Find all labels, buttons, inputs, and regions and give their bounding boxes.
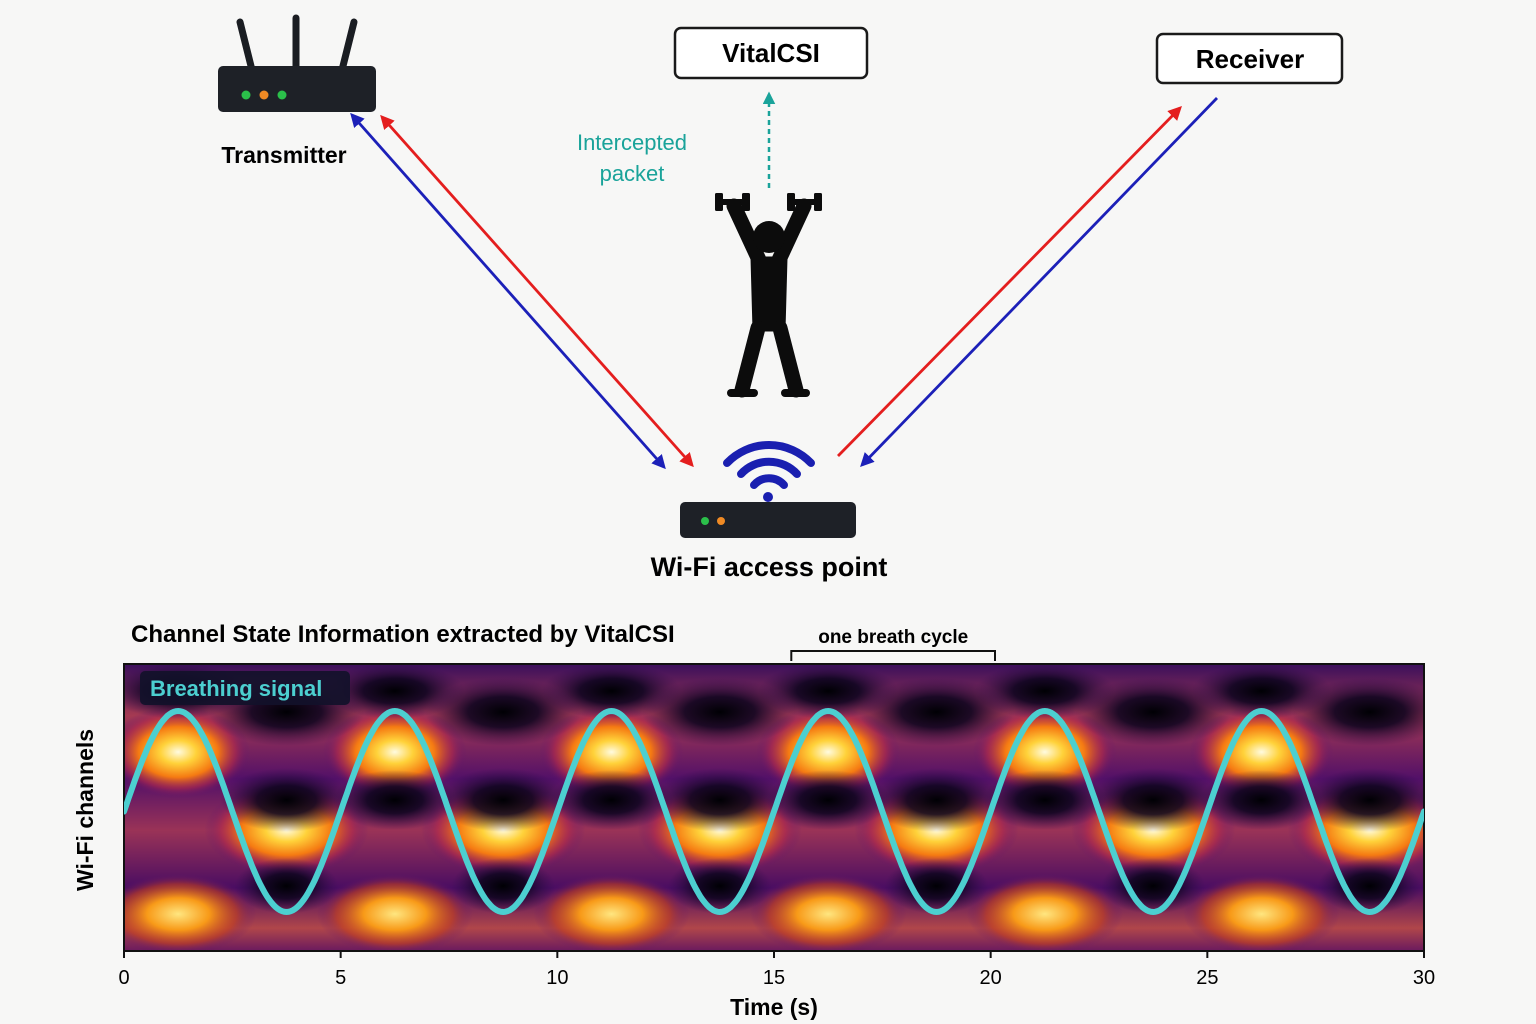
x-tick-label: 20	[980, 967, 1002, 989]
heatmap-dark-blob	[653, 768, 786, 832]
transmitter-label: Transmitter	[221, 142, 346, 168]
heatmap-dark-blob	[982, 770, 1107, 830]
access-point-icon	[680, 502, 856, 538]
heatmap-bright-blob	[539, 706, 684, 798]
heatmap-bright-blob	[322, 706, 467, 798]
heatmap-dark-blob	[220, 768, 353, 832]
heatmap-dark-blob	[451, 858, 556, 914]
chart-title: Channel State Information extracted by V…	[131, 621, 675, 648]
heatmap-dark-blob	[884, 858, 989, 914]
heatmap-dark-blob	[437, 768, 570, 832]
heatmap-dark-blob	[1087, 768, 1220, 832]
heatmap-dark-blob	[234, 858, 339, 914]
heatmap-dark-blob	[1199, 770, 1324, 830]
person-lifting-dumbbells-icon	[715, 193, 822, 398]
heatmap-dark-blob	[1291, 678, 1424, 746]
heatmap-dark-blob	[766, 770, 891, 830]
x-tick-label: 25	[1196, 967, 1218, 989]
vitalcsi-label: VitalCSI	[722, 38, 820, 68]
heatmap-bright-blob	[756, 706, 901, 798]
access-point-label: Wi-Fi access point	[651, 552, 888, 582]
x-axis-label: Time (s)	[730, 994, 818, 1020]
heatmap-bright-blob	[124, 874, 257, 951]
heatmap-bright-blob	[1183, 874, 1340, 951]
intercepted-label-line1: Intercepted	[577, 130, 687, 155]
ap-receiver-red-arrow	[837, 106, 1182, 457]
heatmap-bright-blob	[972, 706, 1117, 798]
transmitter-ap-blue-arrow	[350, 112, 666, 470]
receiver-ap-blue-arrow	[860, 97, 1219, 468]
breathing-signal-line	[124, 707, 1424, 916]
heatmap-dark-blob	[332, 770, 457, 830]
receiver-box: Receiver	[1155, 32, 1344, 85]
wifi-signal-icon	[723, 441, 815, 502]
x-tick-label: 0	[118, 967, 129, 989]
x-tick-label: 5	[335, 967, 346, 989]
heatmap-dark-blob	[1317, 858, 1422, 914]
legend-badge: Breathing signal	[140, 671, 350, 705]
heatmap-dark-blob	[870, 768, 1003, 832]
heatmap-dark-blob	[1303, 768, 1424, 832]
heatmap-dark-blob	[1416, 785, 1424, 815]
heatmap-bright-blob	[750, 874, 907, 951]
heatmap-dark-blob	[124, 785, 132, 815]
heatmap-dark-blob	[667, 858, 772, 914]
x-tick-label: 15	[763, 967, 785, 989]
vitalcsi-box: VitalCSI	[673, 26, 869, 80]
heatmap-bright-blob	[533, 874, 690, 951]
router-icon	[218, 14, 376, 112]
heatmap-bright-blob	[316, 874, 473, 951]
intercepted-label-line2: packet	[600, 161, 665, 186]
breath-cycle-bracket: one breath cycle	[790, 627, 996, 661]
legend-label: Breathing signal	[150, 676, 322, 701]
heatmap-dark-blob	[425, 678, 582, 746]
x-tick-label: 10	[546, 967, 568, 989]
transmitter-router: Transmitter	[218, 14, 376, 168]
x-axis: 0 5 10 15 20 25 30	[118, 951, 1435, 989]
y-axis-label: Wi-Fi channels	[72, 729, 98, 891]
receiver-label: Receiver	[1196, 44, 1304, 74]
heatmap-bright-blob	[1189, 706, 1334, 798]
heatmap-dark-blob	[549, 770, 674, 830]
heatmap-bright-blob	[966, 874, 1123, 951]
heatmap-dark-blob	[1075, 678, 1232, 746]
wifi-access-point: Wi-Fi access point	[651, 441, 888, 582]
breath-cycle-label: one breath cycle	[818, 627, 968, 648]
heatmap-dark-blob	[858, 678, 1015, 746]
heatmap-dark-blob	[641, 678, 798, 746]
heatmap-dark-blob	[1101, 858, 1206, 914]
x-tick-label: 30	[1413, 967, 1435, 989]
